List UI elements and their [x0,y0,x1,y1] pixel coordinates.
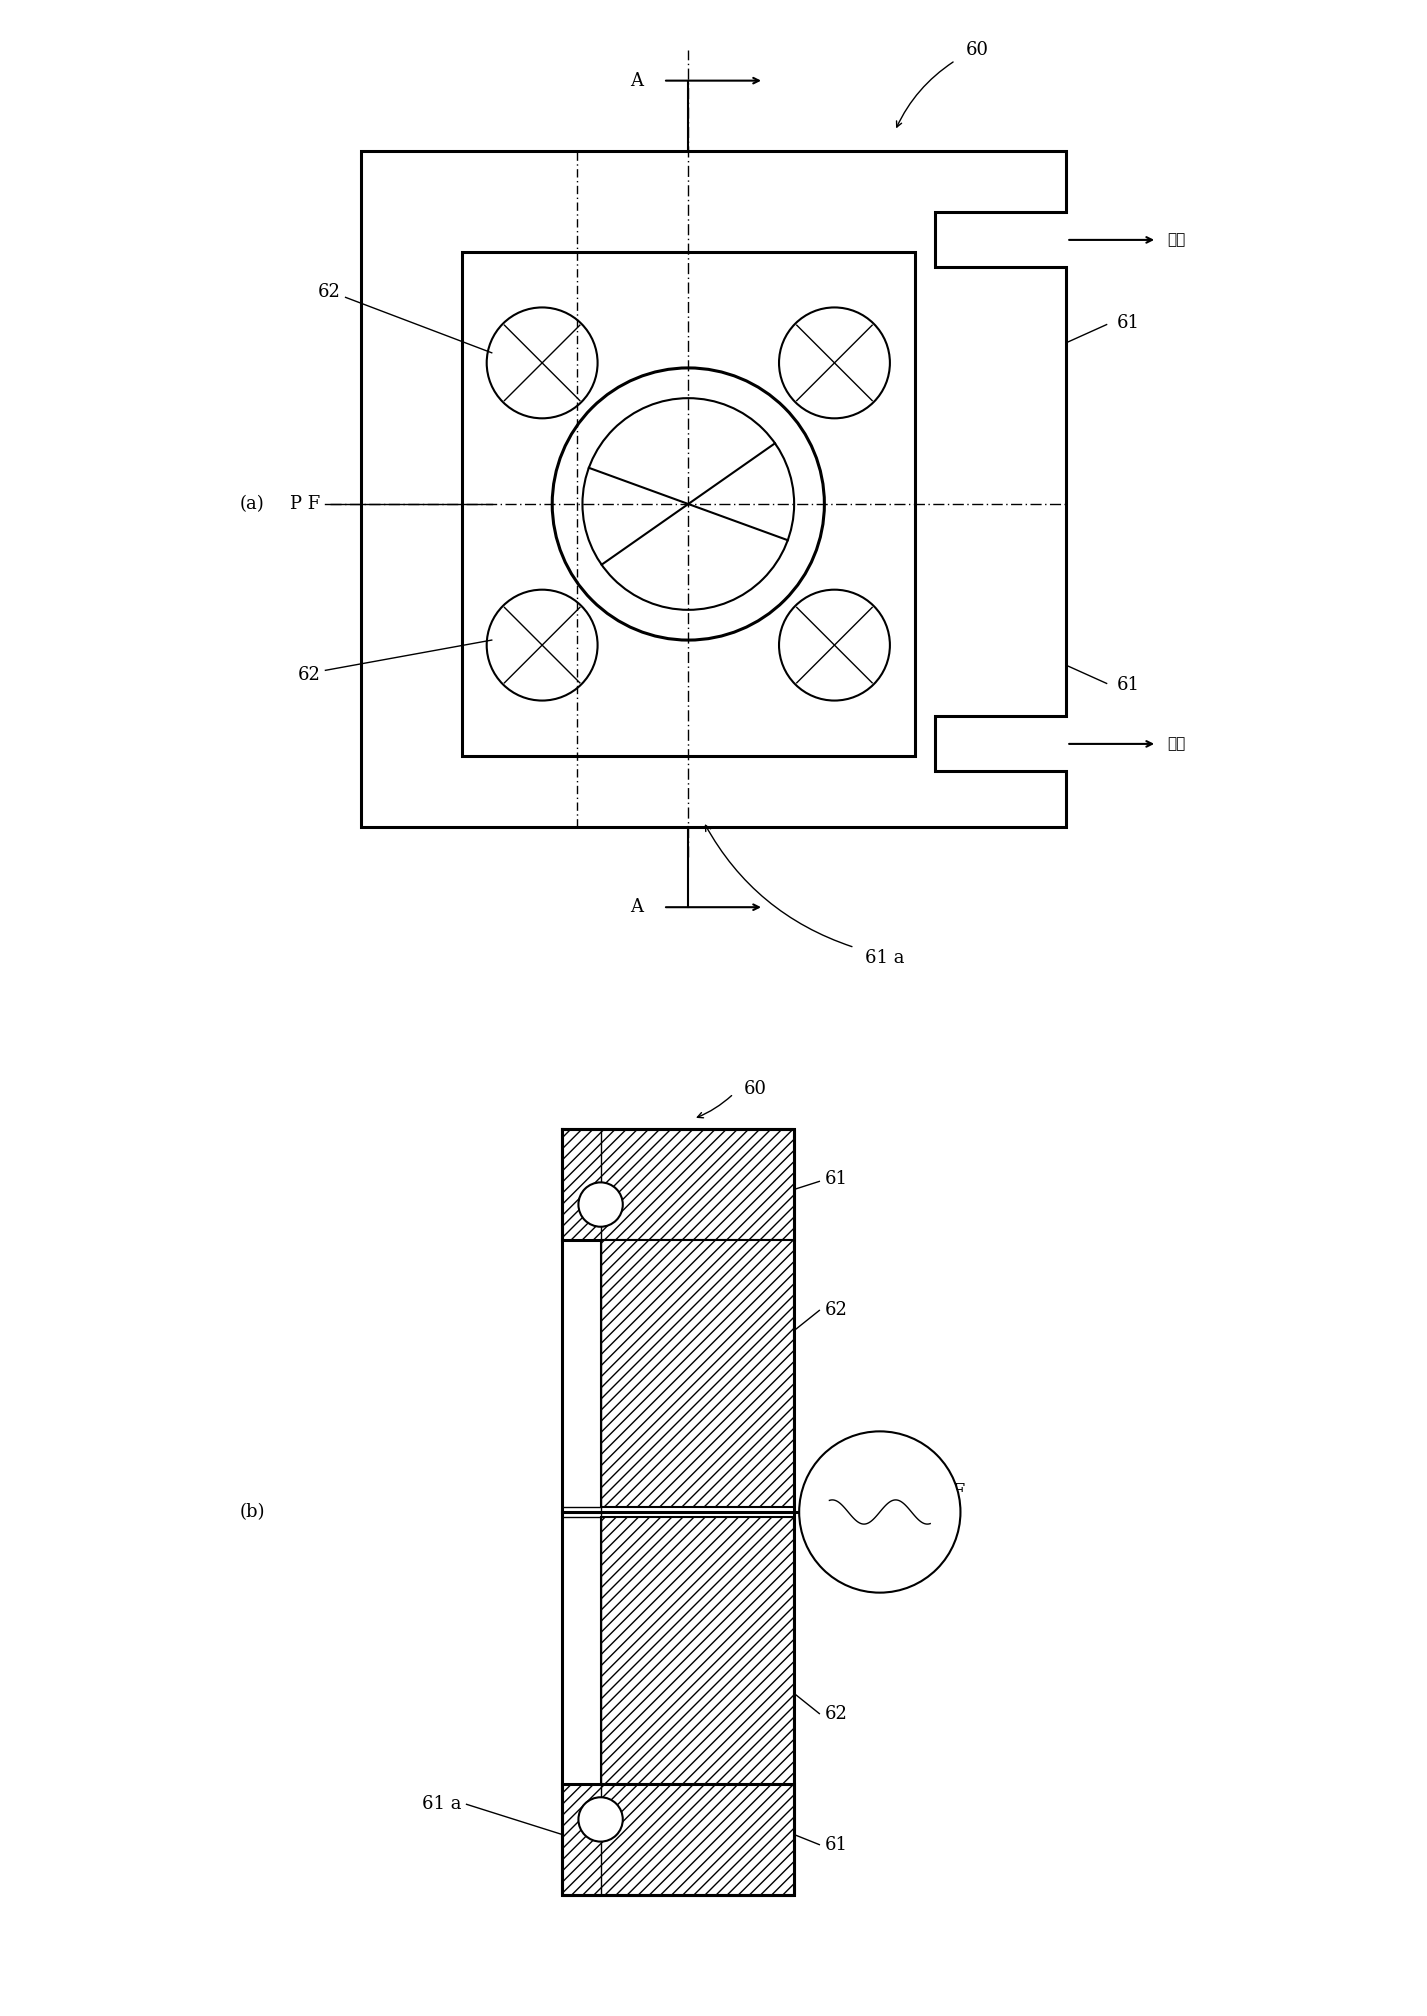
Circle shape [578,1798,622,1843]
Bar [461,252,915,756]
Text: 61 a: 61 a [422,1796,461,1812]
Text: 60: 60 [743,1081,766,1097]
Text: A: A [629,73,644,89]
Text: P F: P F [290,496,321,512]
Bar [562,1784,795,1895]
Text: A: A [629,899,644,915]
Text: 62: 62 [318,284,341,300]
Text: 气体: 气体 [1167,736,1186,752]
Text: 61: 61 [1117,314,1140,331]
Text: 61: 61 [825,1837,848,1853]
Text: 60: 60 [966,42,989,58]
Text: 62: 62 [297,667,321,683]
Text: 61: 61 [1117,677,1140,694]
Text: 62: 62 [825,1302,848,1318]
Text: (a): (a) [240,496,264,512]
Bar [601,1516,795,1784]
Bar [562,1129,795,1240]
Text: 61 a: 61 a [865,950,905,966]
Text: (b): (b) [240,1504,265,1520]
Text: 61: 61 [825,1171,848,1187]
Text: P F: P F [935,1484,966,1500]
Bar [601,1240,795,1508]
Circle shape [799,1431,960,1593]
Circle shape [578,1181,622,1226]
Text: 62: 62 [825,1706,848,1722]
Text: 气体: 气体 [1167,232,1186,248]
